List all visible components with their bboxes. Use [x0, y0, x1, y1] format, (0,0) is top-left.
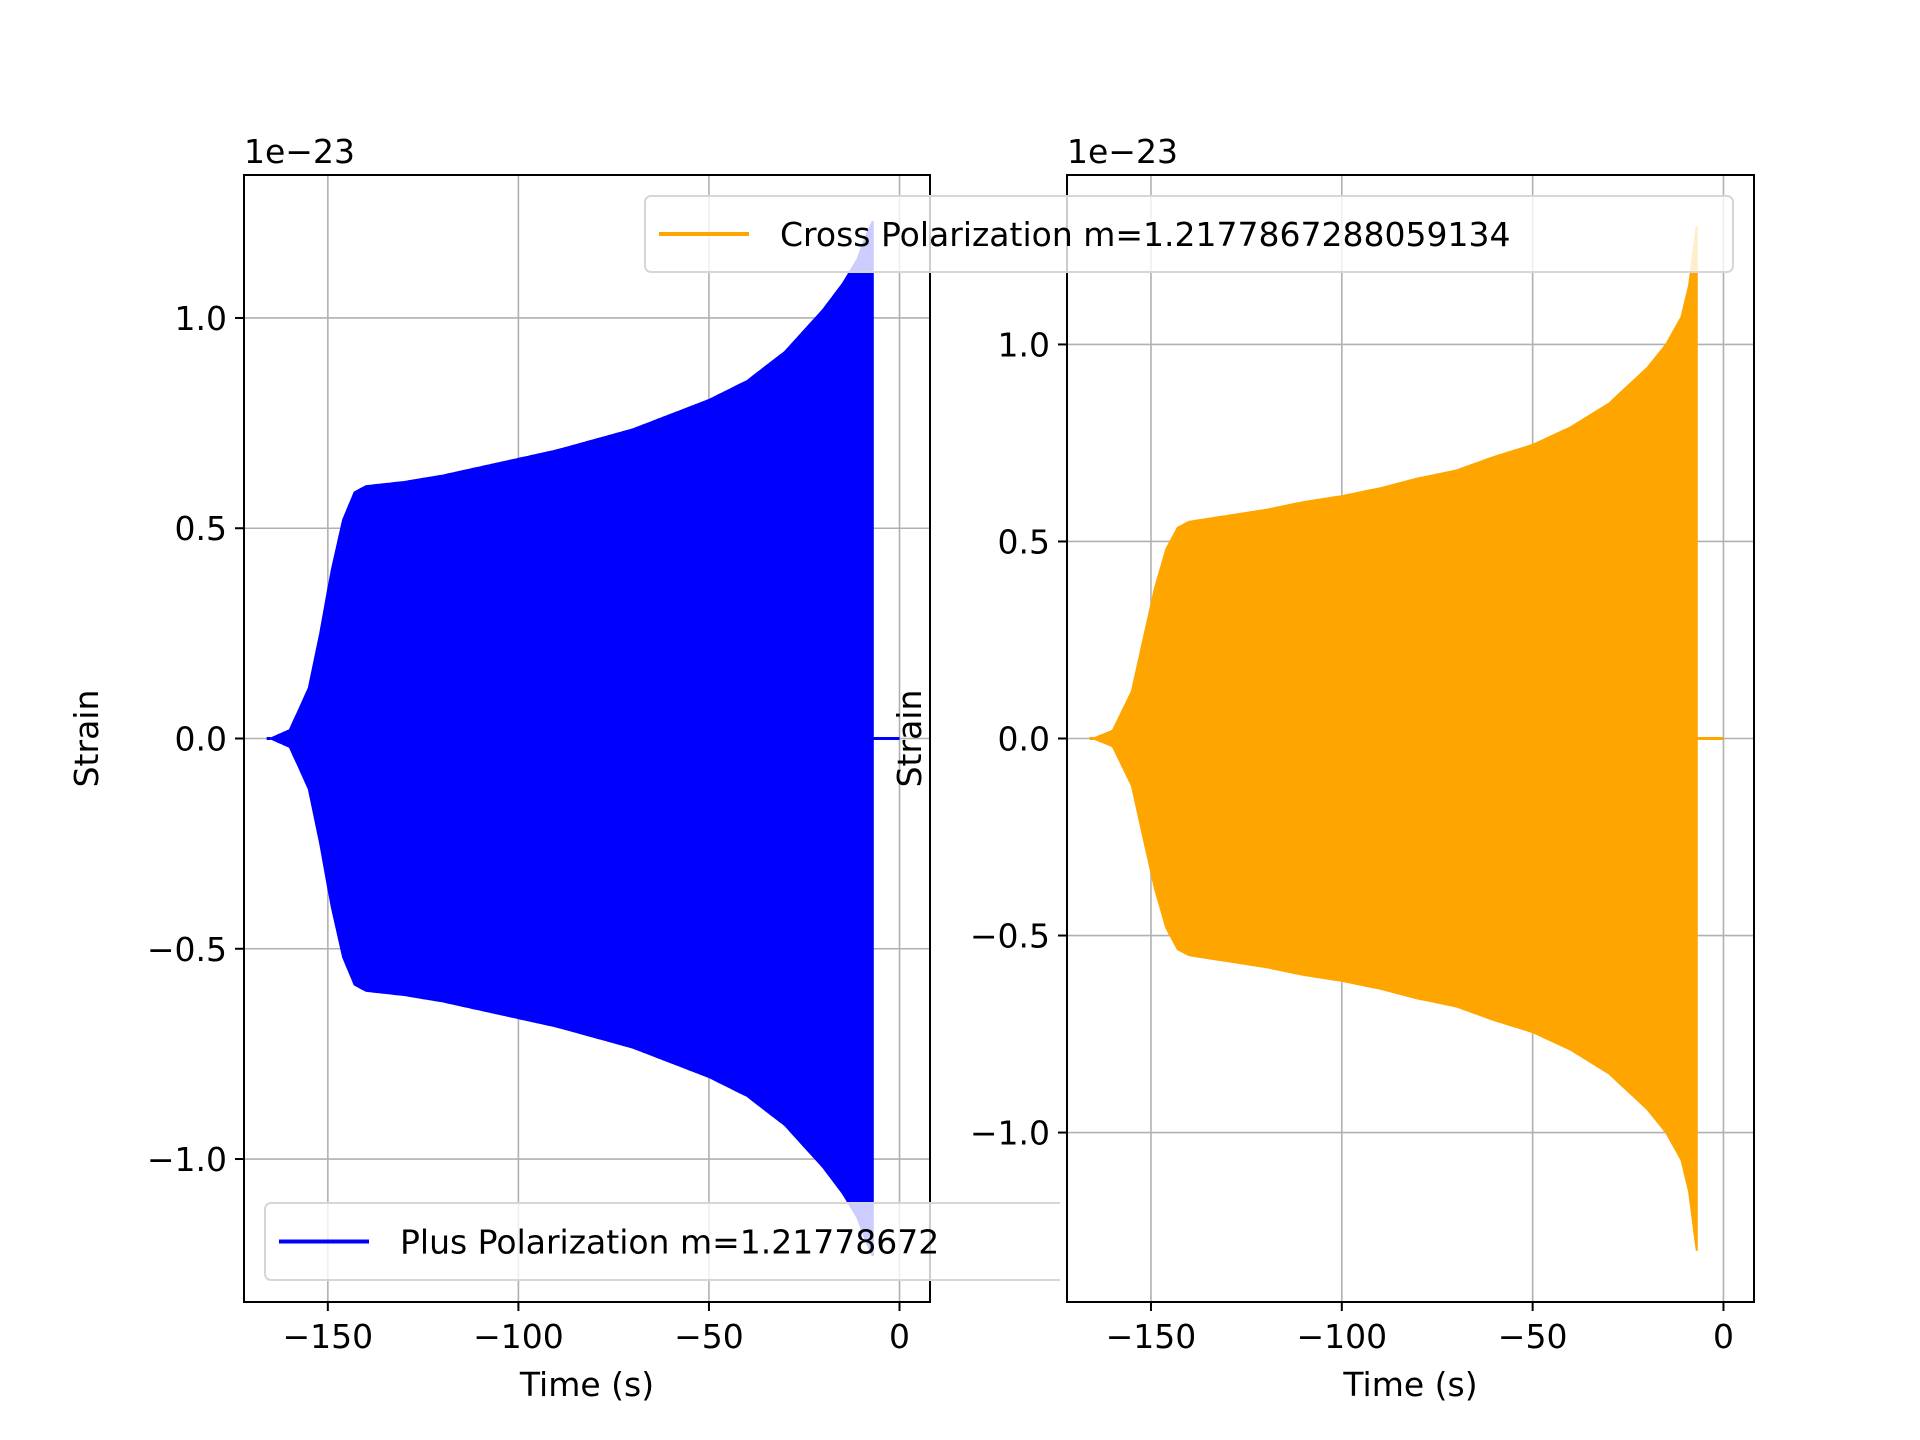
offset-label: 1e−23	[244, 132, 355, 171]
y-tick-label: −0.5	[147, 930, 227, 969]
legend-box	[644, 195, 1734, 273]
cross-polarization-axes: −150 −100 −50 0 −1.0 −0.5 0.0 0.5 1.0 Time (s) Str…	[644, 132, 1755, 1404]
legend-box	[264, 1202, 1060, 1281]
offset-label: 1e−23	[1067, 132, 1178, 171]
y-axis-label: Strain	[890, 690, 929, 788]
series-waveform	[268, 220, 874, 1257]
x-axis-label: Time (s)	[519, 1365, 654, 1404]
x-tick-label: −50	[674, 1317, 744, 1356]
y-tick-label: −0.5	[970, 917, 1050, 956]
x-tick-label: 0	[889, 1317, 910, 1356]
y-tick-label: −1.0	[970, 1114, 1050, 1153]
plus-polarization-axes: −150 −100 −50 0 −1.0 −0.5 0.0 0.5 1.0 Time (s) Str…	[67, 132, 1060, 1404]
legend: Cross Polarization m=1.2177867288059134	[644, 195, 1734, 273]
legend-label: Plus Polarization m=1.21778672	[400, 1223, 939, 1262]
x-tick-label: −150	[1106, 1317, 1197, 1356]
y-tick-label: 0.5	[998, 522, 1050, 561]
x-tick-label: −50	[1498, 1317, 1568, 1356]
x-axis-label: Time (s)	[1342, 1365, 1477, 1404]
x-tick-label: −100	[1296, 1317, 1387, 1356]
legend: Plus Polarization m=1.21778672	[264, 1202, 1060, 1281]
y-tick-label: 0.0	[175, 720, 227, 759]
y-tick-label: 1.0	[175, 299, 227, 338]
x-tick-label: 0	[1713, 1317, 1734, 1356]
y-axis-label: Strain	[67, 690, 106, 788]
y-tick-label: 0.0	[998, 720, 1050, 759]
y-tick-label: 0.5	[175, 509, 227, 548]
y-tick-label: 1.0	[998, 325, 1050, 364]
x-tick-label: −100	[473, 1317, 564, 1356]
legend-label: Cross Polarization m=1.2177867288059134	[780, 215, 1510, 254]
x-tick-label: −150	[283, 1317, 374, 1356]
y-tick-label: −1.0	[147, 1140, 227, 1179]
